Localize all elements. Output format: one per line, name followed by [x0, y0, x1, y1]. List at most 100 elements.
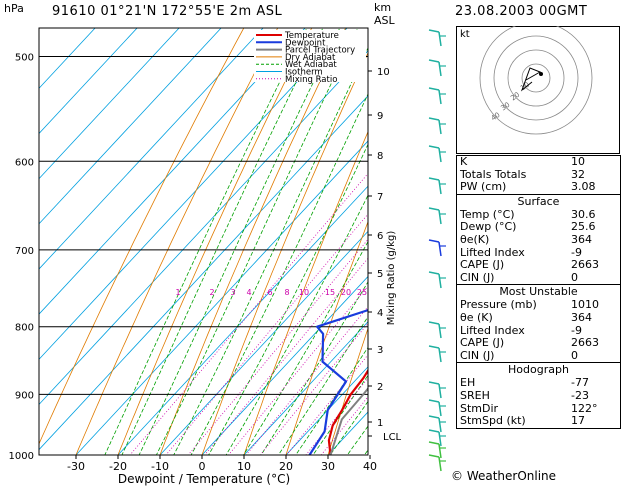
legend-label: Mixing Ratio	[285, 75, 337, 85]
index-label: K	[460, 155, 468, 168]
dry-adiabat-line	[285, 220, 368, 455]
isotherm-line	[243, 321, 368, 455]
pressure-tick-label: 700	[15, 246, 34, 257]
mixing-ratio-line	[187, 238, 368, 455]
wet-adiabat-line	[225, 194, 368, 455]
wind-barb-staff	[438, 61, 442, 77]
index-value: 10	[571, 155, 585, 168]
hodograph-trace	[520, 67, 542, 92]
wet-adiabat-line	[312, 374, 368, 455]
index-row: Temp (°C) 30.6	[457, 207, 620, 222]
wind-barb-staff	[438, 273, 442, 289]
wind-barb-staff	[438, 323, 442, 339]
mixing-ratio-tick-label: 1	[175, 288, 180, 297]
temperature-tick-label: 30	[321, 460, 335, 473]
pressure-tick-label: 500	[15, 52, 34, 63]
index-row: Dewp (°C) 25.6	[457, 221, 620, 234]
index-row: StmSpd (kt) 17	[457, 414, 620, 428]
wind-barb	[428, 441, 440, 445]
hodograph-ring-label: 30	[500, 101, 512, 113]
pressure-tick-label: 1000	[9, 451, 34, 462]
index-value: 0	[571, 270, 578, 284]
index-value: 3.08	[571, 180, 596, 194]
wind-barb	[428, 87, 440, 91]
altitude-tick-label: 1	[377, 418, 383, 429]
sounding-date: 23.08.2003 00GMT	[455, 4, 588, 19]
wind-barb	[428, 117, 440, 121]
wind-barb	[428, 207, 440, 211]
index-value: 0	[571, 348, 578, 362]
wind-barb	[428, 239, 440, 243]
wet-adiabat-line	[329, 400, 368, 455]
mixing-ratio-tick-label: 3	[230, 288, 235, 297]
wind-barb-staff	[438, 89, 442, 105]
altitude-tick-label: 10	[377, 67, 390, 78]
index-row: K 10	[457, 155, 620, 169]
index-row: θe(K) 364	[457, 233, 620, 247]
index-value: -9	[571, 245, 582, 259]
index-value: 1010	[571, 298, 599, 312]
wind-barb	[428, 381, 440, 385]
hodograph-ring	[507, 49, 565, 107]
index-value: 2663	[571, 258, 599, 272]
index-label: Lifted Index	[460, 323, 525, 337]
mixing-ratio-tick-label: 8	[284, 288, 289, 297]
wind-barb-staff	[438, 31, 442, 47]
index-label: CIN (J)	[460, 348, 495, 362]
hodograph-heading: Hodograph	[457, 362, 620, 377]
dry-adiabat-line	[39, 28, 245, 445]
index-value: 2663	[571, 336, 599, 350]
wind-barb	[428, 321, 440, 325]
index-label: SREH	[460, 388, 490, 402]
index-label: Temp (°C)	[460, 207, 515, 221]
index-label: CIN (J)	[460, 270, 495, 284]
legend-label: Dewpoint	[285, 38, 326, 48]
dry-adiabat-line	[159, 28, 347, 455]
series-temperature	[327, 368, 368, 455]
wet-adiabat-line	[155, 28, 359, 455]
index-row: Totals Totals 32	[457, 168, 620, 182]
dry-adiabat-line	[201, 51, 368, 455]
hodograph-ring-label: 40	[490, 111, 502, 123]
index-row: PW (cm) 3.08	[457, 181, 620, 194]
altitude-tick-label: 6	[377, 231, 383, 242]
index-label: CAPE (J)	[460, 258, 505, 272]
index-value: -77	[571, 376, 589, 390]
pressure-tick-label: 800	[15, 323, 34, 334]
most-unstable-indices: Pressure (mb) 1010 θe (K) 364 Lifted Index -9…	[457, 299, 620, 362]
mixing-ratio-tick-label: 2	[209, 288, 214, 297]
wet-adiabat-line	[173, 47, 368, 455]
hodograph-ring	[479, 26, 593, 135]
wind-barb-staff	[438, 119, 442, 135]
index-value: 30.6	[571, 207, 596, 221]
index-row: Pressure (mb) 1010	[457, 299, 620, 312]
pressure-unit-label: hPa	[4, 2, 24, 15]
index-label: Pressure (mb)	[460, 298, 537, 312]
x-axis-title: Dewpoint / Temperature (°C)	[118, 472, 290, 486]
hodograph-ring	[493, 35, 579, 121]
altitude-tick-label: 7	[377, 192, 383, 203]
hodograph-indices: EH -77 SREH -23 StmDir 122° StmSpd (kt) 17	[457, 377, 620, 427]
index-label: θe (K)	[460, 310, 493, 324]
temperature-tick-label: 10	[237, 460, 251, 473]
index-value: -9	[571, 323, 582, 337]
wet-adiabat-line	[190, 93, 368, 455]
legend-label: Parcel Trajectory	[285, 46, 355, 56]
legend-label: Temperature	[284, 31, 339, 41]
index-label: CAPE (J)	[460, 336, 505, 350]
surface-heading: Surface	[457, 193, 620, 209]
wind-barb-staff	[438, 179, 442, 195]
index-row: CIN (J) 0	[457, 270, 620, 285]
station-title: 91610 01°21'N 172°55'E 2m ASL	[52, 4, 283, 19]
wind-barb	[428, 345, 440, 349]
isotherm-line	[117, 185, 368, 455]
hodograph-unit: kt	[460, 29, 470, 40]
index-label: StmSpd (kt)	[460, 414, 526, 428]
mixing-ratio-line	[204, 257, 368, 455]
legend-label: Wet Adiabat	[285, 60, 337, 70]
